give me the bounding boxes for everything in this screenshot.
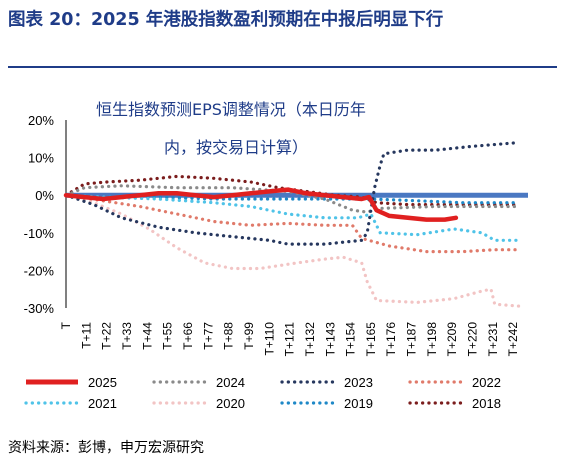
legend: 2025 2024 2023 2022 2021 2020 2019 2018 (24, 375, 501, 411)
x-tick-label: T (59, 321, 73, 329)
x-tick-label: T+121 (283, 322, 297, 357)
legend-label-2022: 2022 (472, 375, 501, 390)
y-tick-label: -30% (24, 301, 55, 316)
series-line-2024 (64, 184, 521, 214)
x-tick-label: T+132 (303, 322, 317, 357)
x-tick-label: T+242 (506, 322, 520, 357)
legend-label-2018: 2018 (472, 396, 501, 411)
series-line-2022 (64, 193, 521, 254)
series-line-2023 (64, 141, 521, 246)
x-tick-label: T+231 (486, 322, 500, 357)
x-tick-label: T+154 (344, 322, 358, 357)
x-tick-label: T+55 (161, 322, 175, 350)
x-tick-label: T+88 (222, 322, 236, 350)
source-note: 资料来源：彭博，申万宏源研究 (8, 440, 204, 456)
x-tick-label: T+110 (262, 322, 276, 356)
x-tick-label: T+220 (466, 322, 480, 357)
x-tick-label: T+187 (405, 322, 419, 357)
legend-label-2023: 2023 (344, 375, 373, 390)
annotation-line-1: 恒生指数预测EPS调整情况（本日历年 (96, 100, 366, 119)
chart-title: 图表 20：2025 年港股指数盈利预期在中报后明显下行 (8, 10, 444, 30)
legend-label-2020: 2020 (216, 396, 245, 411)
x-axis-ticks: T T+11 T+22 T+33 T+44 T+55 T+66 T+77 T+88 T+99 T+1… (59, 321, 520, 356)
x-tick-label: T+33 (120, 322, 134, 350)
x-tick-label: T+11 (79, 322, 93, 349)
series-lines (63, 141, 521, 308)
annotation-line-2: 内，按交易日计算） (164, 138, 308, 157)
series-line-2020 (64, 193, 521, 308)
y-tick-label: 20% (28, 113, 54, 128)
legend-label-2021: 2021 (88, 396, 117, 411)
x-tick-label: T+66 (181, 322, 195, 350)
legend-label-2025: 2025 (88, 375, 117, 390)
x-tick-label: T+44 (140, 322, 154, 350)
y-tick-label: -20% (24, 263, 55, 278)
x-tick-label: T+22 (100, 322, 114, 350)
legend-label-2019: 2019 (344, 396, 373, 411)
y-tick-label: 0% (35, 188, 54, 203)
x-tick-label: T+176 (384, 322, 398, 357)
legend-label-2024: 2024 (216, 375, 245, 390)
y-tick-label: 10% (28, 151, 54, 166)
x-tick-label: T+77 (201, 322, 215, 350)
y-tick-label: -10% (24, 226, 55, 241)
x-tick-label: T+99 (242, 322, 256, 350)
series-line-2021 (64, 193, 521, 242)
x-tick-label: T+198 (425, 322, 439, 357)
x-tick-label: T+209 (445, 322, 459, 357)
series-line-2025 (63, 187, 459, 222)
title-rule (8, 66, 557, 68)
y-axis-ticks: 20% 10% 0% -10% -20% -30% (24, 113, 55, 316)
chart: 20% 10% 0% -10% -20% -30% T T+11 T+22 T+33 T+44 T+… (24, 100, 528, 411)
x-tick-label: T+165 (364, 322, 378, 357)
x-tick-label: T+143 (323, 322, 337, 357)
